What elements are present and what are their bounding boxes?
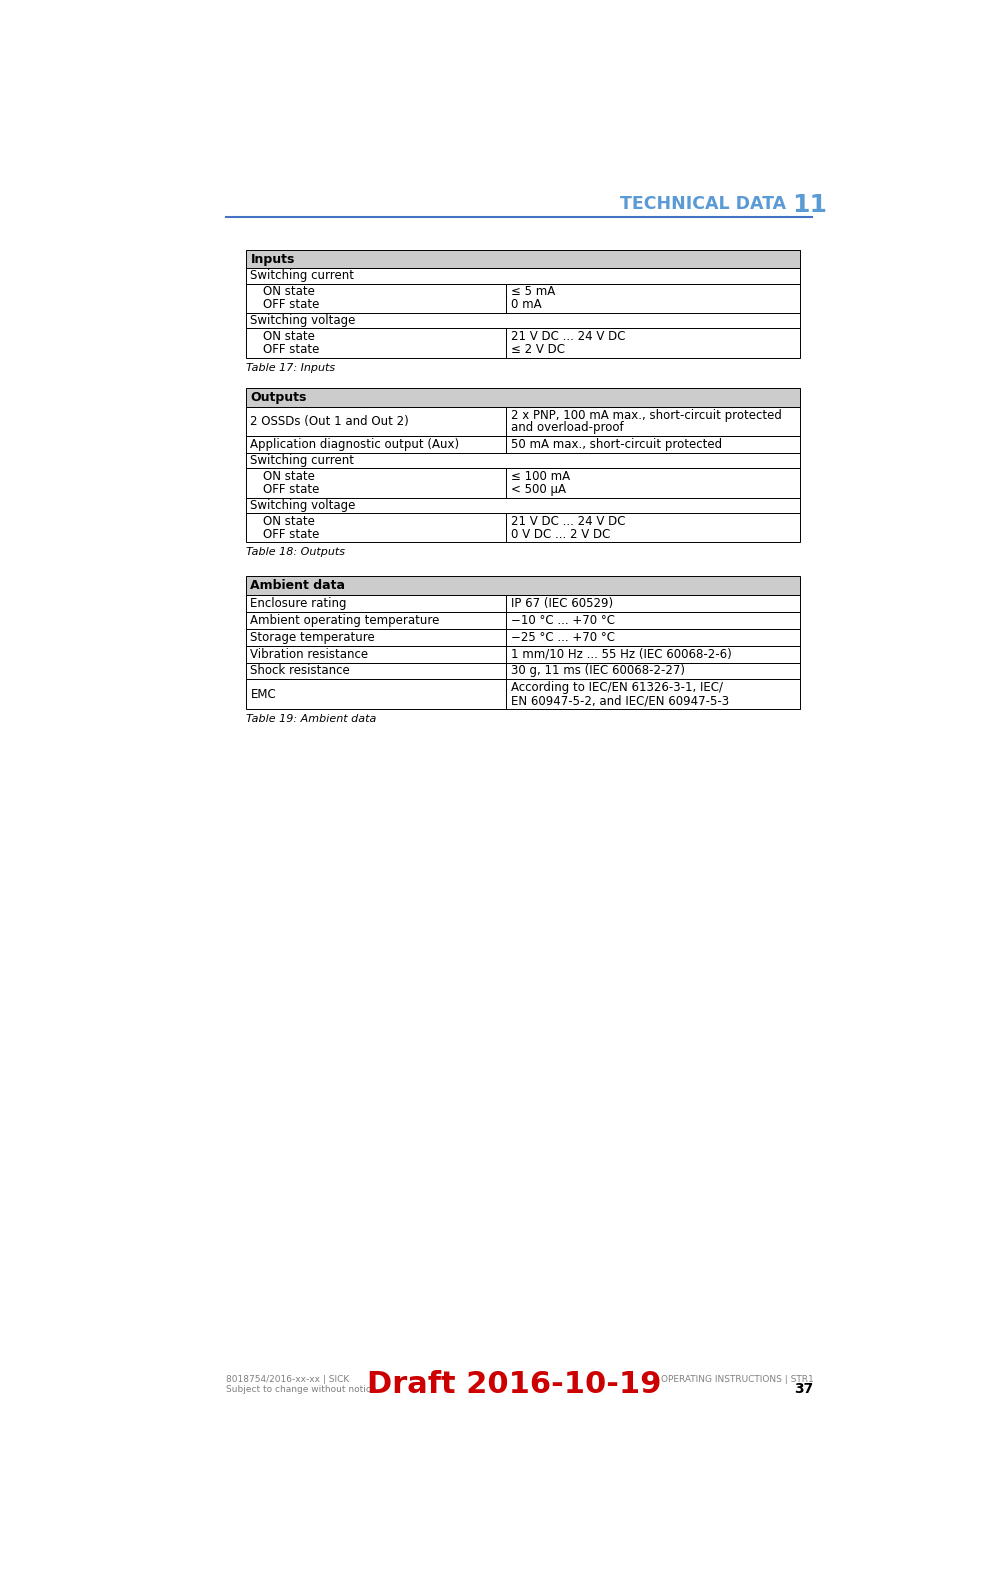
- Text: Application diagnostic output (Aux): Application diagnostic output (Aux): [250, 438, 459, 451]
- Text: According to IEC/EN 61326-3-1, IEC/: According to IEC/EN 61326-3-1, IEC/: [511, 681, 723, 694]
- Text: OFF state: OFF state: [262, 528, 320, 541]
- Text: and overload-proof: and overload-proof: [511, 422, 623, 435]
- Bar: [246, 514, 800, 542]
- Text: 30 g, 11 ms (IEC 60068-2-27): 30 g, 11 ms (IEC 60068-2-27): [511, 664, 684, 678]
- Bar: [246, 250, 800, 269]
- Bar: [246, 406, 800, 436]
- Text: 21 V DC ... 24 V DC: 21 V DC ... 24 V DC: [511, 330, 625, 343]
- Text: 50 mA max., short-circuit protected: 50 mA max., short-circuit protected: [511, 438, 722, 451]
- Text: OFF state: OFF state: [262, 343, 320, 356]
- Bar: [246, 498, 800, 514]
- Text: ON state: ON state: [262, 330, 315, 343]
- Bar: [246, 662, 800, 680]
- Bar: [246, 436, 800, 454]
- Text: OFF state: OFF state: [262, 299, 320, 311]
- Bar: [246, 575, 800, 594]
- Text: Outputs: Outputs: [250, 391, 307, 405]
- Text: EN 60947-5-2, and IEC/EN 60947-5-3: EN 60947-5-2, and IEC/EN 60947-5-3: [511, 694, 729, 707]
- Text: Ambient operating temperature: Ambient operating temperature: [250, 613, 440, 626]
- Text: OPERATING INSTRUCTIONS | STR1: OPERATING INSTRUCTIONS | STR1: [661, 1375, 814, 1383]
- Text: Ambient data: Ambient data: [250, 579, 346, 591]
- Text: Draft 2016-10-19: Draft 2016-10-19: [368, 1371, 662, 1399]
- Text: −10 °C ... +70 °C: −10 °C ... +70 °C: [511, 613, 615, 626]
- Text: Subject to change without notice: Subject to change without notice: [226, 1385, 377, 1394]
- Text: Table 19: Ambient data: Table 19: Ambient data: [246, 713, 376, 724]
- Text: Switching voltage: Switching voltage: [250, 500, 356, 512]
- Bar: [246, 612, 800, 629]
- Text: ≤ 100 mA: ≤ 100 mA: [511, 470, 570, 484]
- Text: ≤ 5 mA: ≤ 5 mA: [511, 285, 555, 299]
- Text: 37: 37: [795, 1382, 814, 1396]
- Text: Inputs: Inputs: [250, 253, 294, 266]
- Text: ON state: ON state: [262, 515, 315, 528]
- Text: Switching current: Switching current: [250, 269, 355, 283]
- Text: 0 mA: 0 mA: [511, 299, 542, 311]
- Bar: [246, 269, 800, 283]
- Text: IP 67 (IEC 60529): IP 67 (IEC 60529): [511, 596, 613, 610]
- Bar: [246, 454, 800, 468]
- Text: Enclosure rating: Enclosure rating: [250, 596, 347, 610]
- Bar: [246, 313, 800, 329]
- Text: 1 mm/10 Hz ... 55 Hz (IEC 60068-2-6): 1 mm/10 Hz ... 55 Hz (IEC 60068-2-6): [511, 648, 732, 661]
- Bar: [246, 645, 800, 662]
- Bar: [246, 283, 800, 313]
- Text: Storage temperature: Storage temperature: [250, 631, 375, 643]
- Text: 2 OSSDs (Out 1 and Out 2): 2 OSSDs (Out 1 and Out 2): [250, 414, 409, 428]
- Bar: [246, 629, 800, 645]
- Bar: [246, 468, 800, 498]
- Text: 0 V DC ... 2 V DC: 0 V DC ... 2 V DC: [511, 528, 610, 541]
- Text: < 500 µA: < 500 µA: [511, 484, 566, 496]
- Text: Switching current: Switching current: [250, 454, 355, 468]
- Text: OFF state: OFF state: [262, 484, 320, 496]
- Text: TECHNICAL DATA: TECHNICAL DATA: [620, 196, 786, 213]
- Text: Vibration resistance: Vibration resistance: [250, 648, 369, 661]
- Text: Shock resistance: Shock resistance: [250, 664, 350, 678]
- Bar: [246, 680, 800, 708]
- Bar: [246, 594, 800, 612]
- Bar: [246, 389, 800, 406]
- Text: 2 x PNP, 100 mA max., short-circuit protected: 2 x PNP, 100 mA max., short-circuit prot…: [511, 408, 782, 422]
- Text: 8018754/2016-xx-xx | SICK: 8018754/2016-xx-xx | SICK: [226, 1375, 350, 1383]
- Text: 21 V DC ... 24 V DC: 21 V DC ... 24 V DC: [511, 515, 625, 528]
- Text: Switching voltage: Switching voltage: [250, 315, 356, 327]
- Text: Table 17: Inputs: Table 17: Inputs: [246, 362, 335, 373]
- Bar: [246, 329, 800, 357]
- Text: ON state: ON state: [262, 285, 315, 299]
- Text: EMC: EMC: [250, 688, 276, 700]
- Text: 11: 11: [792, 193, 827, 217]
- Text: ON state: ON state: [262, 470, 315, 484]
- Text: Table 18: Outputs: Table 18: Outputs: [246, 547, 345, 558]
- Text: ≤ 2 V DC: ≤ 2 V DC: [511, 343, 565, 356]
- Text: −25 °C ... +70 °C: −25 °C ... +70 °C: [511, 631, 615, 643]
